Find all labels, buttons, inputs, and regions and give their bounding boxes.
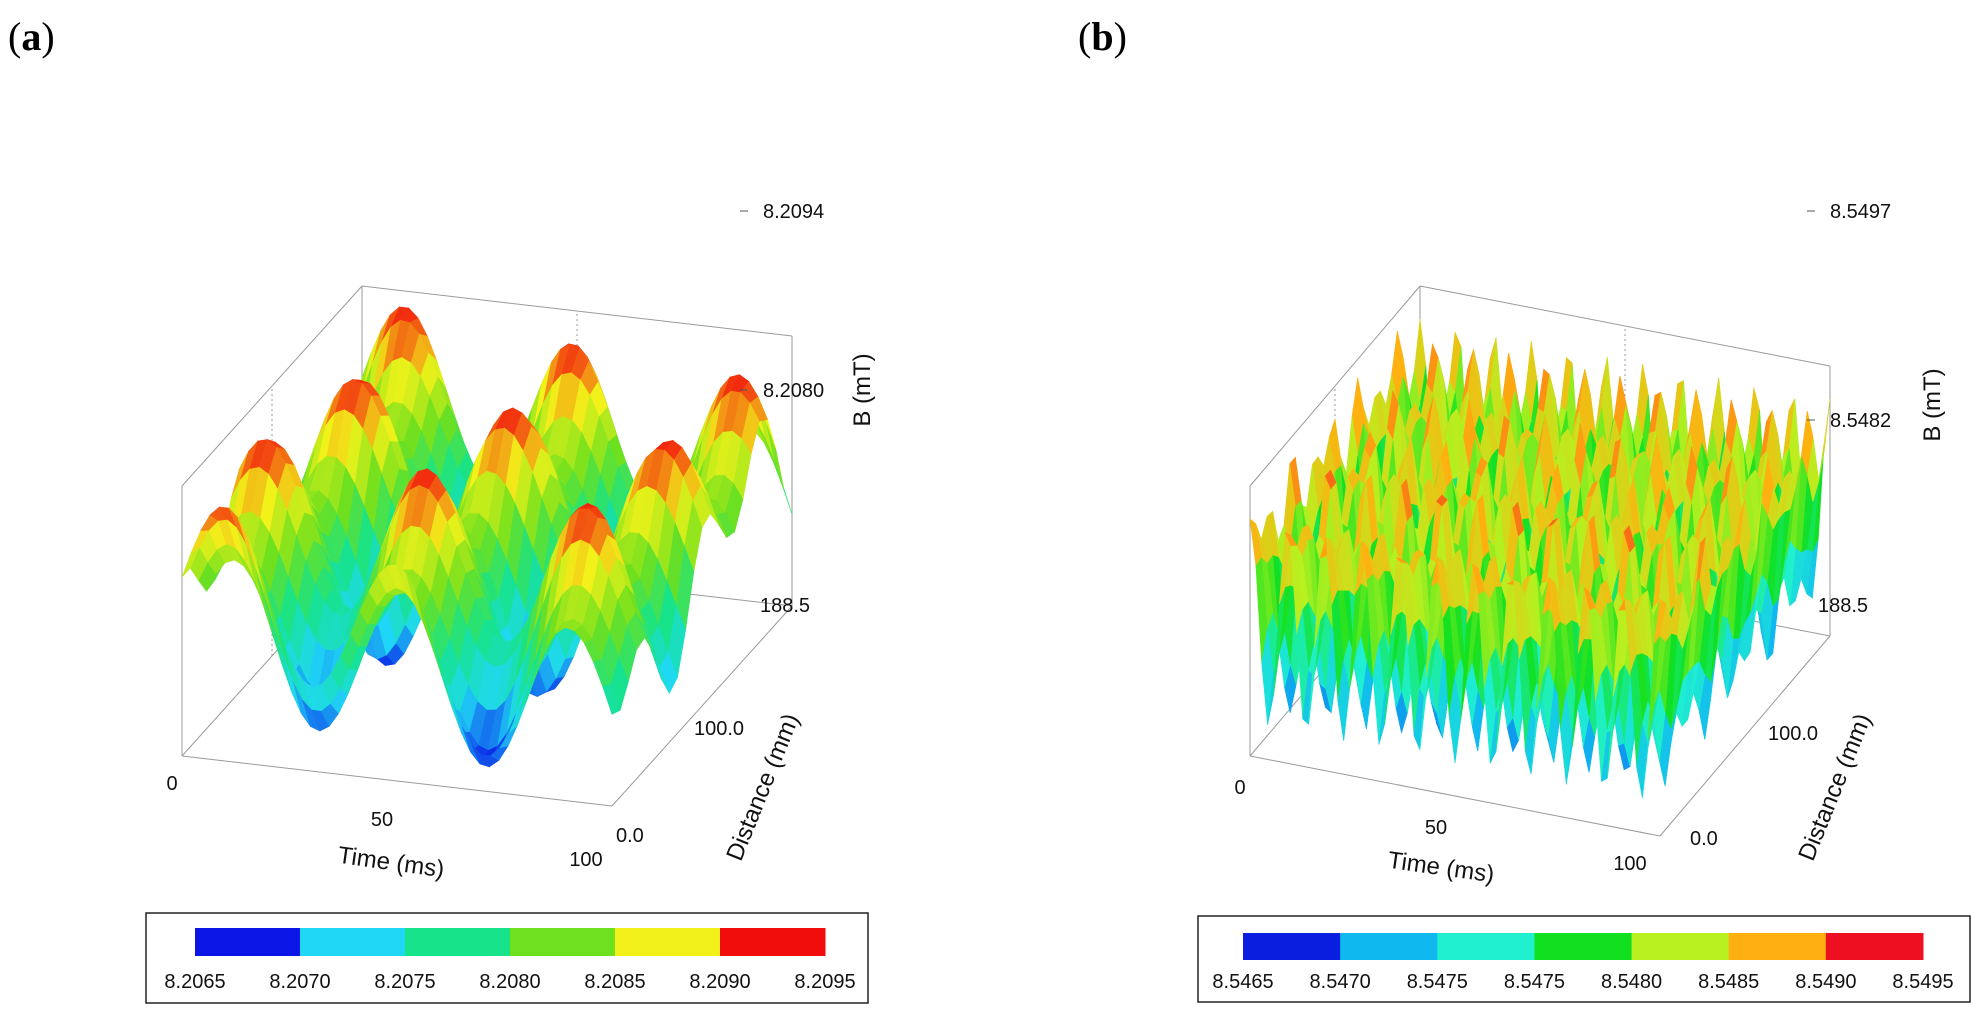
surface-patch	[1653, 598, 1667, 644]
colorbar-label: 8.2090	[689, 971, 750, 993]
colorbar-label: 8.5480	[1601, 971, 1662, 993]
colorbar-label: 8.5490	[1795, 971, 1856, 993]
colorbar-label: 8.5495	[1892, 971, 1953, 993]
colorbar-label: 8.5475	[1407, 971, 1468, 993]
colorbar-label: 8.2065	[164, 971, 225, 993]
colorbar-label: 8.5470	[1310, 971, 1371, 993]
colorbar-swatch	[1631, 933, 1730, 960]
colorbar-swatch	[1437, 933, 1535, 960]
panel-a-colorbar: 8.2065 8.2070 8.2075 8.2080 8.2085 8.2090 8.20…	[145, 912, 869, 1004]
frame-line	[181, 285, 363, 487]
colorbar-label: 8.2075	[374, 971, 435, 993]
z-tick-label: 8.2080	[763, 380, 824, 402]
colorbar-swatch	[1243, 933, 1341, 960]
z-axis-label: B (mT)	[1919, 368, 1946, 441]
x-tick-label: 50	[371, 809, 393, 831]
x-axis-label: Time (ms)	[1386, 847, 1496, 889]
frame-line	[1249, 285, 1421, 487]
colorbar-swatch	[1340, 933, 1438, 960]
frame-line	[1249, 755, 1661, 837]
colorbar-swatch	[405, 928, 511, 956]
y-tick-label: 100.0	[1768, 723, 1818, 745]
x-tick-label: 0	[1234, 777, 1245, 799]
colorbar-label: 8.2085	[584, 971, 645, 993]
colorbar-swatch	[1728, 933, 1827, 960]
panel-b-surface	[1249, 318, 1831, 799]
panel-a-label: (a)	[8, 14, 55, 59]
panel-b-label: (b)	[1078, 14, 1127, 59]
y-tick-label: 188.5	[760, 595, 810, 617]
colorbar-swatch	[510, 928, 616, 956]
z-tick-label: 8.2094	[763, 201, 824, 223]
colorbar-label: 8.2080	[479, 971, 540, 993]
panel-a-surface	[181, 306, 793, 768]
frame-line	[361, 285, 793, 337]
colorbar-label: 8.5485	[1698, 971, 1759, 993]
x-axis-label: Time (ms)	[336, 842, 446, 884]
y-tick-label: 100.0	[694, 718, 744, 740]
x-tick-label: 100	[569, 849, 602, 871]
colorbar-label: 8.2095	[794, 971, 855, 993]
colorbar-swatch	[300, 928, 406, 956]
frame-line	[1659, 635, 1831, 837]
y-tick-label: 0.0	[1690, 828, 1718, 850]
z-tick-label: 8.5497	[1830, 201, 1891, 223]
x-tick-label: 50	[1425, 817, 1447, 839]
panel-a: (a) 0 50 100 188.5 100.0 0.0 8.2094 8.2080 Time …	[8, 14, 876, 1004]
surface-patch	[602, 684, 621, 715]
z-axis-label: B (mT)	[849, 353, 876, 426]
colorbar-swatch	[1534, 933, 1633, 960]
x-tick-label: 100	[1613, 853, 1646, 875]
colorbar-swatch	[195, 928, 301, 956]
panel-b: (b) 0 50 100 188.5 100.0 0.0 8.5497 8.5482 Time …	[1078, 14, 1971, 1003]
y-tick-label: 0.0	[616, 825, 644, 847]
z-tick-label: 8.5482	[1830, 410, 1891, 432]
y-tick-label: 188.5	[1818, 595, 1868, 617]
frame-line	[181, 755, 613, 807]
surface-patch	[766, 421, 785, 489]
colorbar-swatch	[615, 928, 721, 956]
colorbar-label: 8.5475	[1504, 971, 1565, 993]
colorbar-swatch	[720, 928, 826, 956]
x-tick-label: 0	[166, 773, 177, 795]
colorbar-label: 8.2070	[269, 971, 330, 993]
frame-line	[611, 605, 793, 807]
panel-b-colorbar: 8.5465 8.5470 8.5475 8.5475 8.5480 8.5485 8.54…	[1197, 915, 1971, 1003]
colorbar-label: 8.5465	[1212, 971, 1273, 993]
frame-line	[1419, 285, 1831, 367]
colorbar-swatch	[1825, 933, 1924, 960]
